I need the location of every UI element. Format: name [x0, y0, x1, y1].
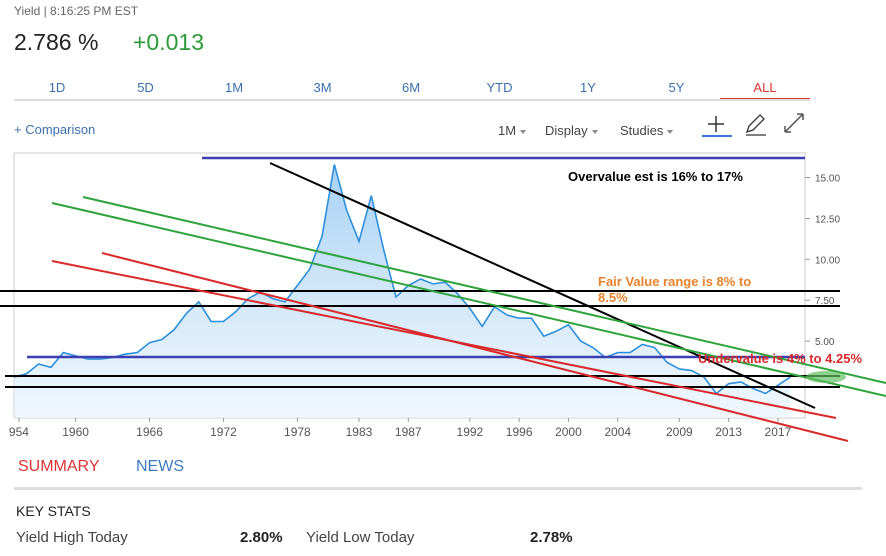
x-tick-label: 1983 — [346, 425, 373, 439]
content-tab[interactable]: SUMMARY — [18, 458, 100, 475]
display-dropdown[interactable]: Display — [545, 123, 598, 138]
x-tick-label: 1972 — [210, 425, 237, 439]
quote-change: +0.013 — [133, 29, 204, 55]
studies-label: Studies — [620, 123, 664, 138]
y-tick-label: 15.00 — [815, 174, 840, 185]
y-tick-label: 10.00 — [815, 255, 840, 266]
comparison-button[interactable]: + Comparison — [14, 122, 96, 137]
annotation: 8.5% — [598, 290, 628, 305]
x-tick-label: 1960 — [62, 425, 89, 439]
display-label: Display — [545, 123, 588, 138]
x-tick-label: 1987 — [395, 425, 422, 439]
x-tick-label: 2000 — [555, 425, 582, 439]
x-tick-label: 2004 — [604, 425, 631, 439]
annotation: Overvalue est is 16% to 17% — [568, 169, 743, 184]
quote-price: 2.786 % — [14, 29, 99, 55]
stat-label: Yield High Today — [16, 529, 128, 546]
x-tick-label: 1978 — [284, 425, 311, 439]
range-tab[interactable]: 5D — [137, 80, 154, 95]
content-tab-rule — [14, 487, 862, 490]
content-tab[interactable]: NEWS — [136, 458, 184, 475]
x-tick-label: 1996 — [506, 425, 533, 439]
drawing-overlay: Overvalue est is 16% to 17% Fair Value ra… — [0, 156, 886, 442]
annotation: Undervalue is 4% to 4.25% — [698, 351, 862, 366]
range-tab[interactable]: 6M — [401, 80, 421, 95]
range-tab[interactable]: 1M — [224, 80, 244, 95]
quote-label: Yield | 8:16:25 PM EST — [14, 4, 139, 18]
stat-value: 2.78% — [530, 529, 573, 546]
range-tab[interactable]: YTD — [486, 80, 513, 95]
x-tick-label: 1966 — [136, 425, 163, 439]
annotation: Fair Value range is 8% to — [598, 274, 751, 289]
tool-icons[interactable] — [700, 112, 810, 140]
trend-line — [269, 162, 816, 409]
range-tab[interactable]: 1Y — [580, 80, 596, 95]
y-tick-label: 7.50 — [815, 296, 835, 307]
trend-line — [51, 260, 837, 419]
y-tick-label: 5.00 — [815, 337, 835, 348]
stat-value: 2.80% — [240, 529, 283, 546]
range-tab[interactable]: 1D — [48, 80, 66, 95]
trend-line — [51, 202, 886, 397]
studies-dropdown[interactable]: Studies — [620, 123, 674, 138]
key-stats-title: KEY STATS — [16, 503, 91, 519]
x-tick-label: 2017 — [765, 425, 792, 439]
x-tick-label: 954 — [9, 425, 29, 439]
trend-line — [82, 196, 886, 384]
highlight-marker — [806, 371, 846, 383]
interval-label: 1M — [498, 123, 517, 138]
interval-dropdown[interactable]: 1M — [498, 123, 527, 138]
x-tick-label: 2009 — [666, 425, 693, 439]
range-tab[interactable]: 5Y — [668, 80, 685, 95]
tab-rule — [14, 99, 810, 101]
x-tick-label: 2013 — [715, 425, 742, 439]
range-tab[interactable]: 3M — [313, 80, 332, 95]
y-tick-label: 12.50 — [815, 214, 840, 225]
range-tab[interactable]: ALL — [753, 80, 777, 95]
x-tick-label: 1992 — [457, 425, 484, 439]
trend-line — [101, 252, 849, 442]
stat-label: Yield Low Today — [306, 529, 415, 546]
